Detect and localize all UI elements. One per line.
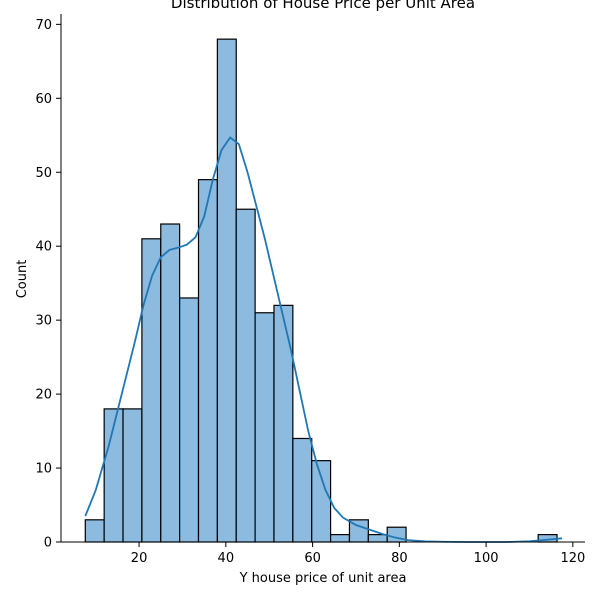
y-tick-label: 60 <box>35 92 52 107</box>
histogram-bar-15 <box>367 534 388 543</box>
x-tick-label: 120 <box>560 551 585 566</box>
histogram-bar-10 <box>273 304 294 543</box>
x-tick-label: 60 <box>304 551 321 566</box>
histogram-bar-6 <box>197 179 218 543</box>
histogram-bar-8 <box>235 208 256 543</box>
y-axis-label: Count <box>15 260 30 299</box>
histogram-bar-13 <box>329 534 351 543</box>
y-tick-label: 20 <box>35 388 52 403</box>
y-tick-label: 10 <box>35 462 52 477</box>
histogram-bar-12 <box>311 460 332 543</box>
chart-title: Distribution of House Price per Unit Are… <box>171 0 475 12</box>
y-axis-ticks: 0 10 20 30 40 50 60 70 <box>35 18 61 551</box>
y-tick-label: 50 <box>35 166 52 181</box>
x-axis-label: Y house price of unit area <box>239 571 407 586</box>
histogram-bar-11 <box>292 437 313 543</box>
histogram-bars <box>84 38 558 543</box>
x-axis-ticks: 20 40 60 80 100 120 <box>131 542 585 566</box>
kde-curve <box>84 136 563 543</box>
histogram-bar-2 <box>122 408 143 543</box>
x-tick-label: 80 <box>391 551 408 566</box>
y-tick-label: 40 <box>35 240 52 255</box>
y-tick-label: 30 <box>35 314 52 329</box>
histogram-bar-3 <box>141 238 162 543</box>
histogram-bar-4 <box>160 223 181 543</box>
x-tick-label: 20 <box>131 551 148 566</box>
histogram-bar-9 <box>254 312 275 543</box>
y-tick-label: 0 <box>44 536 52 551</box>
histogram-bar-0 <box>84 519 105 543</box>
y-tick-label: 70 <box>35 18 52 33</box>
histogram-bar-5 <box>179 297 200 543</box>
x-tick-label: 40 <box>218 551 235 566</box>
histogram-bar-7 <box>216 38 237 543</box>
x-tick-label: 100 <box>474 551 499 566</box>
